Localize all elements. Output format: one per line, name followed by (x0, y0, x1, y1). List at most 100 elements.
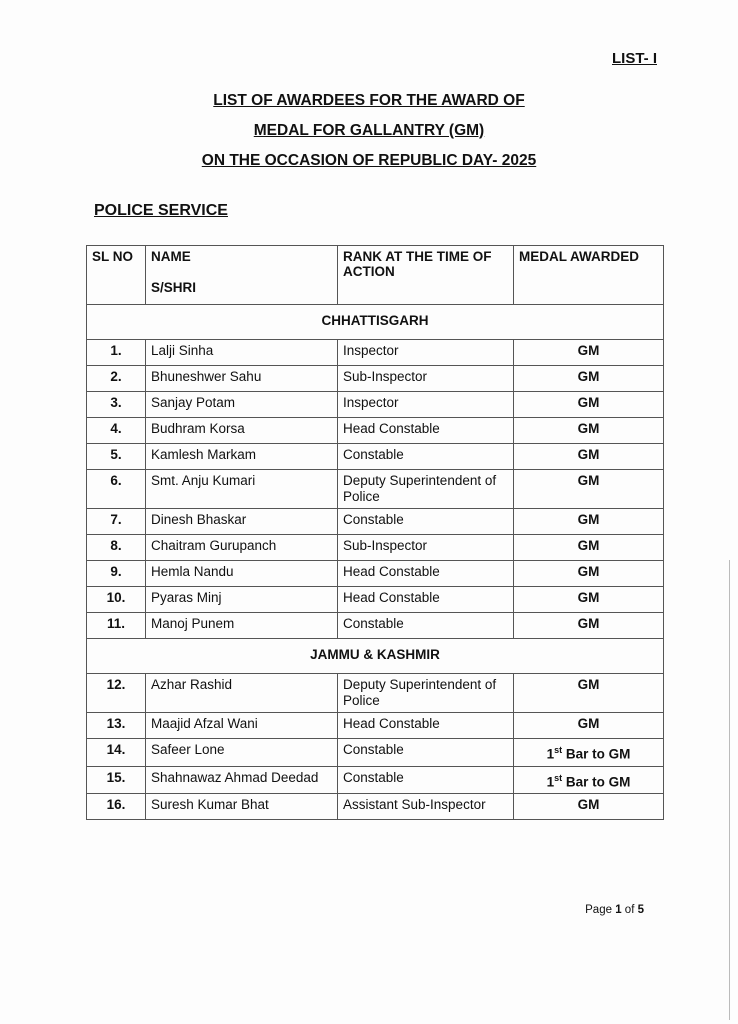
cell-rank: Constable (337, 765, 514, 794)
table-row: 14. Safeer Lone Constable 1st Bar to GM (86, 738, 664, 767)
page-prefix: Page (585, 904, 616, 916)
list-label: LIST- I (612, 50, 657, 67)
cell-sl: 3. (86, 391, 146, 418)
cell-medal: GM (513, 508, 664, 535)
cell-name: Budhram Korsa (145, 417, 338, 444)
state-row: JAMMU & KASHMIR (86, 638, 664, 674)
table-row: 2. Bhuneshwer Sahu Sub-Inspector GM (86, 365, 664, 392)
cell-sl: 9. (86, 560, 146, 587)
table-row: 4. Budhram Korsa Head Constable GM (86, 417, 664, 444)
cell-name: Lalji Sinha (145, 339, 338, 366)
cell-sl: 16. (86, 793, 146, 820)
cell-name: Azhar Rashid (145, 673, 338, 713)
header-sl-no: SL NO (86, 245, 146, 305)
cell-rank: Sub-Inspector (337, 365, 514, 392)
header-rank: RANK AT THE TIME OF ACTION (337, 245, 514, 305)
section-heading: POLICE SERVICE (94, 202, 228, 219)
table-row: 11. Manoj Punem Constable GM (86, 612, 664, 639)
cell-medal: GM (513, 443, 664, 470)
cell-medal: GM (513, 534, 664, 561)
cell-medal: GM (513, 586, 664, 613)
cell-sl: 13. (86, 712, 146, 739)
cell-rank: Inspector (337, 339, 514, 366)
cell-rank: Inspector (337, 391, 514, 418)
cell-name: Shahnawaz Ahmad Deedad (145, 765, 338, 794)
cell-sl: 5. (86, 443, 146, 470)
state-row: CHHATTISGARH (86, 304, 664, 340)
cell-sl: 14. (86, 738, 146, 767)
cell-medal: GM (513, 391, 664, 418)
cell-sl: 6. (86, 469, 146, 509)
cell-rank: Deputy Superintendent of Police (337, 673, 514, 713)
cell-medal: GM (513, 417, 664, 444)
table-row: 15. Shahnawaz Ahmad Deedad Constable 1st Ba… (86, 765, 664, 794)
cell-rank: Constable (337, 738, 514, 767)
cell-medal: GM (513, 793, 664, 820)
cell-name: Sanjay Potam (145, 391, 338, 418)
table-header-row: SL NO NAME S/SHRI RANK AT THE TIME OF AC… (86, 245, 664, 305)
header-name: NAME S/SHRI (145, 245, 338, 305)
header-name-label: NAME (151, 249, 191, 264)
title-line-2: MEDAL FOR GALLANTRY (GM) (253, 122, 485, 139)
cell-name: Dinesh Bhaskar (145, 508, 338, 535)
awardees-table: SL NO NAME S/SHRI RANK AT THE TIME OF AC… (86, 245, 664, 820)
table-row: 5. Kamlesh Markam Constable GM (86, 443, 664, 470)
header-name-sub: S/SHRI (151, 280, 197, 295)
cell-name: Kamlesh Markam (145, 443, 338, 470)
ordinal-suffix: st (554, 772, 563, 783)
cell-medal: GM (513, 673, 664, 713)
cell-name: Maajid Afzal Wani (145, 712, 338, 739)
table-row: 9. Hemla Nandu Head Constable GM (86, 560, 664, 587)
table-row: 1. Lalji Sinha Inspector GM (86, 339, 664, 366)
cell-medal: GM (513, 339, 664, 366)
cell-rank: Constable (337, 612, 514, 639)
cell-rank: Constable (337, 508, 514, 535)
cell-name: Safeer Lone (145, 738, 338, 767)
cell-medal: GM (513, 469, 664, 509)
cell-medal: GM (513, 560, 664, 587)
scan-edge-line (729, 560, 730, 1020)
state-name: CHHATTISGARH (86, 304, 664, 340)
table-row: 16. Suresh Kumar Bhat Assistant Sub-Inspec… (86, 793, 664, 820)
cell-sl: 2. (86, 365, 146, 392)
cell-rank: Head Constable (337, 586, 514, 613)
table-row: 13. Maajid Afzal Wani Head Constable GM (86, 712, 664, 739)
cell-medal: GM (513, 712, 664, 739)
cell-sl: 8. (86, 534, 146, 561)
cell-sl: 12. (86, 673, 146, 713)
table-row: 7. Dinesh Bhaskar Constable GM (86, 508, 664, 535)
cell-name: Chaitram Gurupanch (145, 534, 338, 561)
cell-rank: Head Constable (337, 560, 514, 587)
cell-name: Manoj Punem (145, 612, 338, 639)
cell-sl: 11. (86, 612, 146, 639)
cell-rank: Constable (337, 443, 514, 470)
state-name: JAMMU & KASHMIR (86, 638, 664, 674)
cell-sl: 10. (86, 586, 146, 613)
table-row: 12. Azhar Rashid Deputy Superintendent of … (86, 673, 664, 713)
cell-name: Hemla Nandu (145, 560, 338, 587)
cell-sl: 7. (86, 508, 146, 535)
cell-medal: GM (513, 612, 664, 639)
cell-sl: 15. (86, 765, 146, 794)
title-line-1: LIST OF AWARDEES FOR THE AWARD OF (213, 92, 525, 109)
cell-rank: Deputy Superintendent of Police (337, 469, 514, 509)
page-total: 5 (637, 904, 644, 916)
cell-name: Suresh Kumar Bhat (145, 793, 338, 820)
cell-rank: Assistant Sub-Inspector (337, 793, 514, 820)
title-line-3: ON THE OCCASION OF REPUBLIC DAY- 2025 (201, 152, 537, 169)
cell-name: Bhuneshwer Sahu (145, 365, 338, 392)
cell-rank: Head Constable (337, 712, 514, 739)
table-row: 8. Chaitram Gurupanch Sub-Inspector GM (86, 534, 664, 561)
table-row: 3. Sanjay Potam Inspector GM (86, 391, 664, 418)
cell-rank: Sub-Inspector (337, 534, 514, 561)
cell-medal: GM (513, 365, 664, 392)
page-number: Page 1 of 5 (585, 904, 644, 916)
table-row: 6. Smt. Anju Kumari Deputy Superintendent … (86, 469, 664, 509)
cell-sl: 4. (86, 417, 146, 444)
page-current: 1 (615, 904, 622, 916)
ordinal-suffix: st (554, 745, 563, 755)
header-medal: MEDAL AWARDED (513, 245, 664, 305)
cell-rank: Head Constable (337, 417, 514, 444)
cell-name: Smt. Anju Kumari (145, 469, 338, 509)
